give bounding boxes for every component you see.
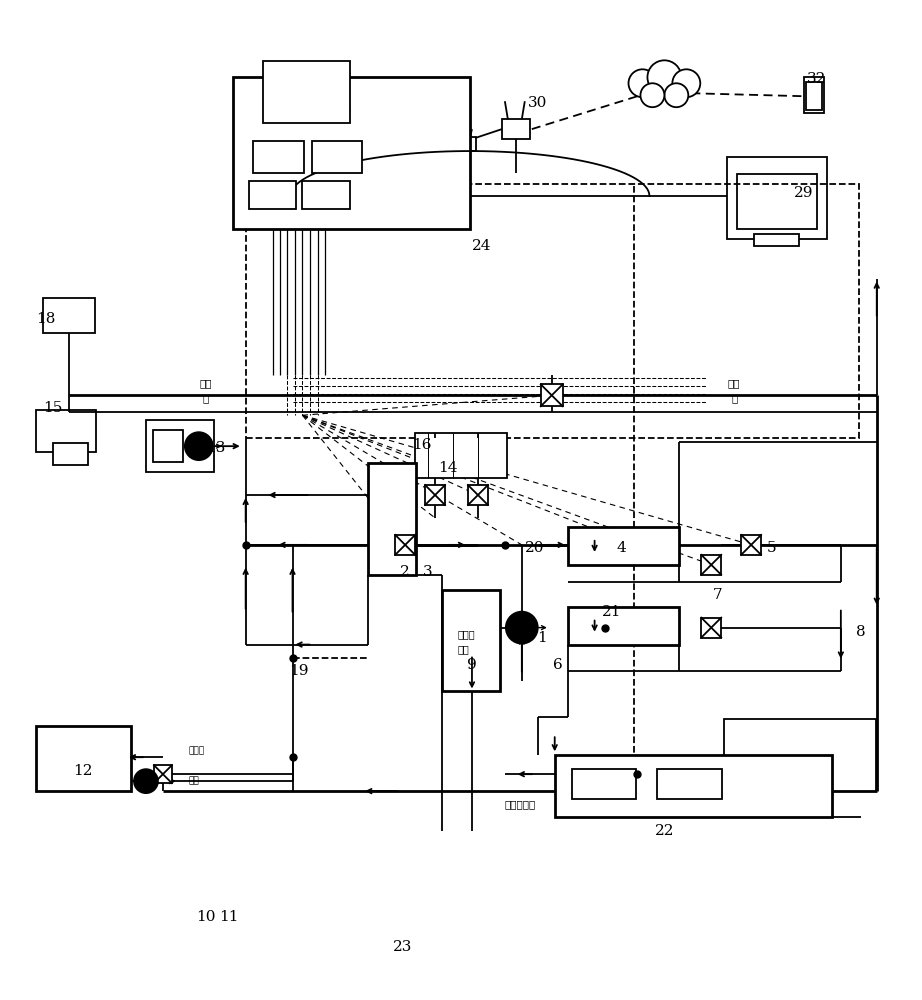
Bar xyxy=(804,77,824,113)
Bar xyxy=(425,485,445,505)
Bar xyxy=(727,157,827,239)
Text: 1: 1 xyxy=(537,631,547,645)
Text: 16: 16 xyxy=(412,438,431,452)
Text: 热水口: 热水口 xyxy=(189,747,205,756)
Text: 10: 10 xyxy=(196,910,216,924)
Text: 气: 气 xyxy=(203,393,209,403)
Bar xyxy=(568,607,680,645)
Text: 31: 31 xyxy=(657,72,677,86)
Text: 18: 18 xyxy=(37,312,56,326)
Text: 32: 32 xyxy=(808,72,827,86)
Text: 热介质进水: 热介质进水 xyxy=(504,799,536,809)
Bar xyxy=(657,769,722,799)
Circle shape xyxy=(665,83,689,107)
Bar xyxy=(313,141,362,173)
Bar xyxy=(555,755,832,817)
Text: 2: 2 xyxy=(400,565,410,579)
Circle shape xyxy=(184,432,213,460)
Bar xyxy=(572,769,636,799)
Text: 7: 7 xyxy=(713,588,722,602)
Text: 4: 4 xyxy=(617,541,626,555)
Text: 22: 22 xyxy=(655,824,674,838)
Bar xyxy=(43,298,95,333)
Text: 冷水: 冷水 xyxy=(189,777,199,786)
Text: 出水: 出水 xyxy=(458,645,470,655)
Text: 12: 12 xyxy=(74,764,93,778)
Bar xyxy=(702,618,721,638)
Text: 6: 6 xyxy=(553,658,562,672)
Bar xyxy=(502,119,530,139)
Bar xyxy=(442,590,500,691)
Bar xyxy=(462,137,476,151)
Text: 21: 21 xyxy=(602,605,621,619)
Text: 19: 19 xyxy=(289,664,308,678)
Text: 20: 20 xyxy=(525,541,545,555)
Circle shape xyxy=(641,83,665,107)
Circle shape xyxy=(629,69,656,97)
Circle shape xyxy=(506,612,538,644)
Text: 17: 17 xyxy=(542,395,561,409)
Bar xyxy=(806,82,822,110)
Bar xyxy=(153,430,183,462)
Text: 冷空: 冷空 xyxy=(199,378,212,388)
Bar xyxy=(53,443,89,465)
Bar xyxy=(263,61,350,123)
Bar xyxy=(702,555,721,575)
Text: 29: 29 xyxy=(794,186,814,200)
Text: 27: 27 xyxy=(278,182,298,196)
Text: 11: 11 xyxy=(219,910,239,924)
Text: 15: 15 xyxy=(43,401,63,415)
Bar xyxy=(724,719,876,791)
Text: 热介质: 热介质 xyxy=(458,630,476,640)
Text: 30: 30 xyxy=(528,96,548,110)
Circle shape xyxy=(672,69,701,97)
Bar xyxy=(302,181,350,209)
Text: 13: 13 xyxy=(206,441,225,455)
Bar xyxy=(245,184,858,438)
Bar xyxy=(36,726,131,791)
Bar xyxy=(396,535,415,555)
Text: 9: 9 xyxy=(467,658,477,672)
Text: 气: 气 xyxy=(731,393,738,403)
Circle shape xyxy=(134,769,158,793)
Bar xyxy=(154,765,171,783)
Bar xyxy=(36,410,96,452)
Text: 24: 24 xyxy=(472,239,491,253)
Text: 23: 23 xyxy=(393,940,412,954)
Bar xyxy=(415,433,507,478)
Bar xyxy=(253,141,304,173)
Text: 14: 14 xyxy=(438,461,458,475)
Bar xyxy=(738,174,817,229)
Bar xyxy=(568,527,680,565)
Text: 5: 5 xyxy=(766,541,776,555)
Bar xyxy=(468,485,488,505)
Bar xyxy=(541,384,562,406)
Bar xyxy=(232,77,470,229)
Bar xyxy=(741,535,761,555)
Bar xyxy=(249,181,297,209)
Bar xyxy=(146,420,214,472)
Bar xyxy=(368,463,416,575)
Text: 3: 3 xyxy=(423,565,433,579)
Text: 28: 28 xyxy=(333,102,352,116)
Bar xyxy=(754,234,799,246)
Text: 8: 8 xyxy=(856,625,866,639)
Text: 热空: 热空 xyxy=(728,378,740,388)
Circle shape xyxy=(647,60,681,94)
